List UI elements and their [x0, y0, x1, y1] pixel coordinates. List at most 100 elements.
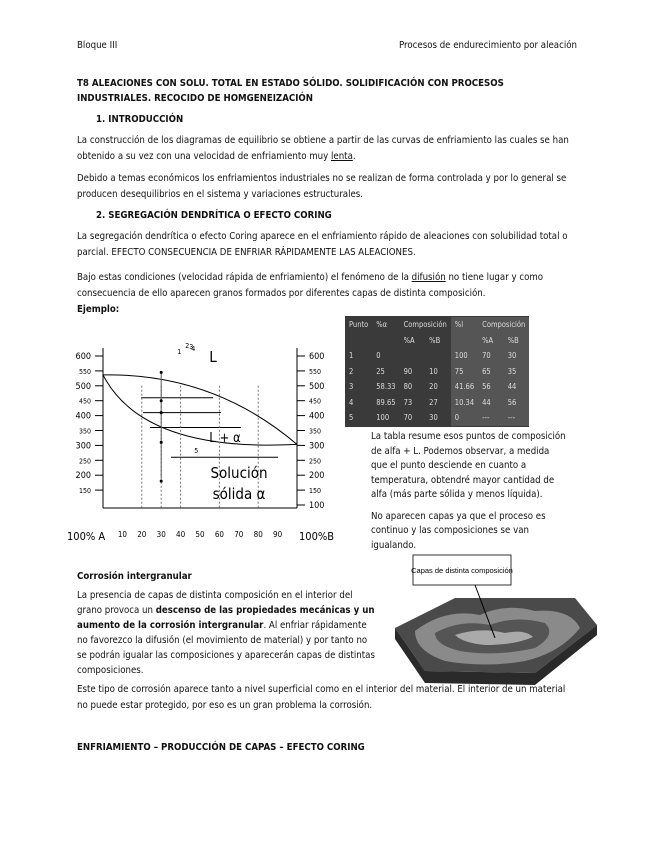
table-subheader: %A %B %A %B — [345, 332, 530, 349]
text: La presencia de capas de distinta compos… — [77, 590, 353, 616]
table-cell: 20 — [429, 382, 438, 391]
text: La construcción de los diagramas de equi… — [77, 135, 569, 162]
table-cell: 1 — [349, 351, 354, 360]
table-cell: 100 — [450, 348, 479, 364]
table-cell: 30 — [429, 413, 438, 422]
table-cell — [345, 333, 372, 349]
table-cell: Composición — [478, 317, 530, 333]
x-tick-label: 90 — [273, 530, 283, 539]
text: difusión — [411, 272, 446, 283]
table-cell: 44 — [478, 394, 504, 410]
final-heading: ENFRIAMIENTO – PRODUCCIÓN DE CAPAS – EFE… — [77, 742, 365, 753]
table-cell: 0 — [450, 410, 479, 426]
x-tick-label: 40 — [176, 530, 186, 539]
table-cell: --- — [478, 410, 504, 426]
subheading: Corrosión intergranular — [77, 571, 192, 582]
y-tick-label: 600 — [76, 352, 91, 362]
region-label: L + α — [209, 431, 241, 446]
table-cell: 27 — [429, 397, 438, 407]
header-right: Procesos de endurecimiento por aleación — [398, 40, 577, 51]
region-label: L — [209, 348, 217, 366]
point-label: 3 — [189, 343, 193, 351]
text: . — [352, 150, 356, 162]
y-tick-label: 500 — [76, 382, 91, 392]
y-tick-label: 400 — [309, 412, 324, 422]
example-label: Ejemplo: — [77, 304, 120, 315]
point — [159, 399, 163, 403]
paragraph: Debido a temas económicos los enfriamien… — [77, 171, 579, 202]
table-cell — [425, 348, 451, 364]
table-cell: Punto — [349, 320, 369, 329]
point-label: 5 — [194, 447, 198, 455]
text: Debido a temas económicos los enfriamien… — [77, 173, 567, 200]
y-tick-label: 550 — [79, 368, 91, 376]
table-cell: %B — [503, 332, 530, 348]
text: descenso de las propiedades mecánicas y … — [77, 605, 375, 631]
section-body: La segregación dendrítica o efecto Corin… — [77, 229, 579, 308]
grain-illustration: Capas de distinta composición — [395, 554, 597, 685]
table-cell: 0 — [376, 351, 381, 360]
doc-title: T8 ALEACIONES CON SOLU. TOTAL EN ESTADO … — [77, 78, 504, 104]
table-row: 1 0 100 70 30 — [345, 348, 530, 364]
y-tick-label: 600 — [309, 352, 324, 362]
paragraph: Bajo estas condiciones (velocidad rápida… — [77, 270, 579, 301]
y-tick-label: 200 — [309, 471, 324, 481]
table-cell — [372, 333, 399, 349]
section-body: La construcción de los diagramas de equi… — [77, 133, 579, 209]
paragraph: No aparecen capas ya que el proceso es c… — [371, 510, 546, 551]
table-cell: 10 — [429, 366, 438, 376]
table-cell: %B — [429, 335, 441, 345]
table-cell: 80 — [403, 382, 413, 391]
y-tick-label: 350 — [79, 428, 91, 436]
point-label: 2 — [185, 342, 189, 350]
point-label: 4 — [191, 345, 195, 353]
table-cell: 89.65 — [376, 397, 396, 407]
text: Capas de distinta composición — [411, 566, 513, 575]
y-tick-label: 350 — [309, 428, 321, 436]
table-cell: 4 — [349, 397, 354, 407]
y-tick-label: 550 — [309, 368, 321, 376]
x-tick-label: 50 — [195, 530, 205, 539]
table-row: 4 89.65 73 27 10.34 44 56 — [345, 394, 530, 410]
x-tick-label: 10 — [118, 530, 128, 539]
point — [159, 370, 163, 374]
table-cell: 56 — [503, 394, 530, 410]
caption: La tabla resume esos puntos de composici… — [371, 430, 567, 560]
table-cell: 25 — [376, 366, 385, 376]
table-cell: 3 — [349, 382, 354, 391]
text: . Al enfriar rápidamente no favorezco la… — [77, 620, 375, 676]
y-tick-label: 200 — [76, 471, 91, 481]
y-tick-label: 150 — [309, 487, 321, 495]
table-cell: 30 — [503, 348, 530, 364]
table-row: 3 58.33 80 20 41.66 56 44 — [345, 379, 530, 395]
section-heading: 1. INTRODUCCIÓN — [96, 114, 184, 125]
table-cell: 73 — [403, 397, 413, 407]
table-cell: 70 — [403, 413, 413, 422]
grain-side — [395, 625, 597, 685]
table-cell — [450, 332, 479, 348]
table-cell: 90 — [403, 366, 413, 376]
text: no tiene lugar y como consecuencia de el… — [77, 272, 544, 299]
liquidus — [102, 374, 298, 445]
text: lenta — [331, 150, 353, 162]
table-row: 5 100 70 30 0 --- --- — [345, 410, 530, 426]
table-cell: 75 — [450, 363, 479, 379]
table-box: Punto %α Composición %l Composición %A %B %A %B 1… — [345, 316, 530, 427]
label-box — [412, 554, 512, 586]
table-row: 2 25 90 10 75 65 35 — [345, 363, 530, 379]
table-cell: 2 — [349, 366, 354, 376]
x-tick-label: 70 — [234, 530, 244, 539]
y-tick-label: 500 — [309, 382, 324, 392]
table-cell: 70 — [478, 348, 504, 364]
table-cell: 56 — [478, 379, 504, 395]
table-cell: Composición — [403, 320, 447, 329]
table-cell: 5 — [349, 413, 354, 422]
table-cell: 44 — [503, 379, 530, 395]
table-cell: 65 — [478, 363, 504, 379]
point-label: 1 — [177, 348, 181, 356]
region-label: Solución — [210, 464, 267, 482]
y-tick-label: 400 — [76, 412, 91, 422]
image-label: Capas de distinta composición — [411, 566, 513, 575]
